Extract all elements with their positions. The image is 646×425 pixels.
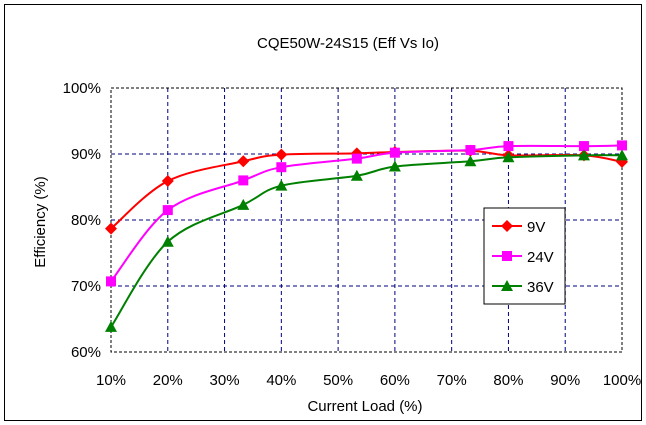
data-point-36v: [616, 149, 628, 161]
x-tick-label: 50%: [323, 372, 353, 389]
data-point-9v: [105, 222, 117, 235]
data-point-9v: [161, 175, 174, 188]
x-tick-label: 60%: [380, 372, 410, 389]
series-line-36v: [110, 154, 623, 328]
y-tick-label: 90%: [71, 146, 101, 163]
data-point-24v: [578, 141, 589, 152]
data-point-24v: [389, 147, 400, 158]
data-point-36v: [388, 160, 401, 172]
data-point-9v: [237, 155, 250, 168]
data-point-24v: [351, 153, 362, 164]
y-tick-label: 80%: [71, 212, 101, 229]
data-point-36v: [577, 149, 590, 161]
legend-marker-9v: [501, 220, 513, 232]
x-tick-label: 80%: [493, 372, 523, 389]
data-point-24v: [162, 205, 173, 216]
x-tick-label: 30%: [210, 372, 240, 389]
plot-border: [110, 87, 623, 353]
legend-label-36v: 36V: [527, 279, 554, 296]
x-tick-label: 70%: [437, 372, 467, 389]
data-point-36v: [237, 198, 250, 210]
legend-label-24v: 24V: [527, 249, 554, 266]
legend-marker-24v: [502, 251, 512, 261]
x-axis-label: Current Load (%): [307, 398, 422, 415]
y-tick-label: 100%: [63, 80, 101, 97]
x-tick-label: 90%: [550, 372, 580, 389]
data-point-9v: [275, 148, 288, 161]
data-point-36v: [275, 179, 288, 191]
x-tick-label: 40%: [266, 372, 296, 389]
y-tick-label: 60%: [71, 344, 101, 361]
data-point-24v: [617, 140, 627, 151]
data-point-36v: [161, 235, 174, 247]
data-point-36v: [464, 155, 477, 167]
x-tick-label: 10%: [96, 372, 126, 389]
data-point-36v: [105, 320, 117, 332]
data-point-24v: [238, 175, 249, 186]
legend-marker-36v: [501, 280, 513, 291]
y-axis-label: Efficiency (%): [32, 176, 49, 267]
chart-title: CQE50W-24S15 (Eff Vs Io): [257, 35, 439, 52]
x-tick-label: 20%: [153, 372, 183, 389]
data-point-36v: [502, 151, 515, 163]
data-point-24v: [503, 141, 514, 152]
legend-label-9v: 9V: [527, 219, 545, 236]
data-point-36v: [350, 169, 363, 181]
data-point-24v: [465, 145, 476, 156]
series-line-24v: [110, 144, 623, 283]
data-point-24v: [106, 276, 116, 287]
data-point-24v: [276, 162, 287, 173]
y-tick-label: 70%: [71, 278, 101, 295]
x-tick-label: 100%: [603, 372, 641, 389]
